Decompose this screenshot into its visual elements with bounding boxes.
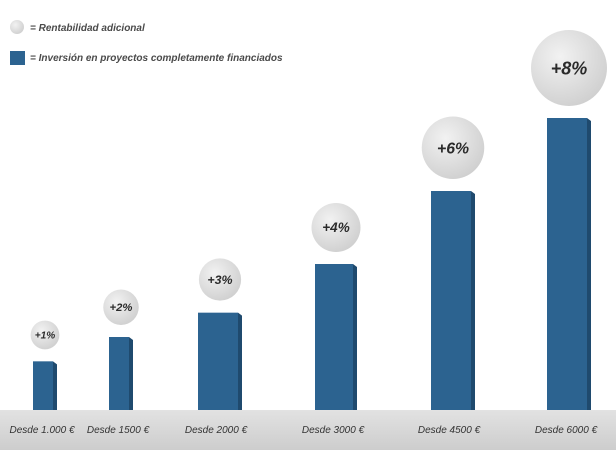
bar-3: [198, 312, 238, 410]
return-bubble-label-6: +8%: [551, 58, 588, 78]
x-tick-label-6: Desde 6000 €: [535, 425, 598, 436]
x-axis-band: [0, 410, 616, 450]
x-tick-label-5: Desde 4500 €: [418, 425, 481, 436]
bar-side-5: [471, 191, 475, 410]
legend-bubble-swatch: [10, 20, 24, 34]
return-bubble-label-5: +6%: [437, 140, 469, 157]
x-tick-label-4: Desde 3000 €: [302, 425, 365, 436]
return-bubble-3: [198, 258, 242, 301]
x-axis-labels: Desde 1.000 € Desde 1500 € Desde 2000 € Des…: [9, 425, 597, 436]
return-bubble-4: [311, 203, 361, 252]
bar-side-2: [129, 337, 133, 410]
bar-side-1: [53, 361, 57, 410]
bar-side-6: [587, 118, 591, 410]
bar-side-3: [238, 312, 242, 410]
return-bubble-6: [531, 30, 607, 106]
legend-bar-swatch: [10, 51, 25, 65]
legend-extra-return-label: = Rentabilidad adicional: [30, 23, 145, 34]
bar-6: [547, 118, 587, 410]
return-bubble-label-4: +4%: [322, 220, 349, 235]
return-bubble-1: [30, 320, 60, 350]
legend: = Rentabilidad adicional = Inversión en …: [10, 20, 283, 65]
x-tick-label-2: Desde 1500 €: [87, 425, 150, 436]
bar-2: [109, 337, 129, 410]
x-tick-label-1: Desde 1.000 €: [9, 425, 74, 436]
return-bubble-2: [103, 289, 139, 325]
return-bubble-label-2: +2%: [110, 302, 133, 314]
bar-side-4: [353, 264, 357, 410]
x-tick-label-3: Desde 2000 €: [185, 425, 248, 436]
bar-4: [315, 264, 353, 410]
legend-investment-label: = Inversión en proyectos completamente f…: [30, 53, 283, 64]
bubbles-group: +1% +2% +3% +4% +6% +8%: [30, 30, 607, 350]
return-bubble-label-3: +3%: [207, 273, 232, 287]
bar-1: [33, 361, 53, 410]
bars-group: [33, 118, 591, 410]
bar-5: [431, 191, 471, 410]
return-bubble-label-1: +1%: [35, 331, 56, 342]
return-bubble-5: [421, 116, 485, 179]
